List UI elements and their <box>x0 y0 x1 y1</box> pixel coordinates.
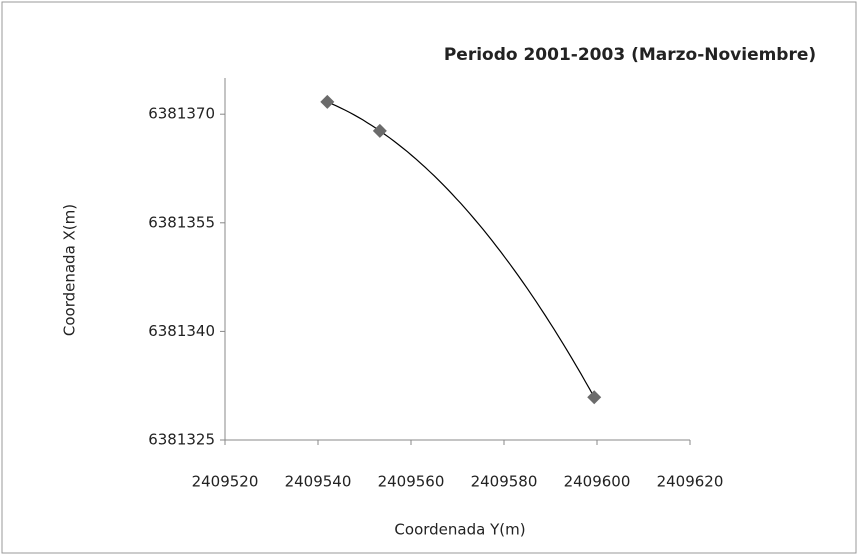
point <box>372 123 387 138</box>
y-tick-label: 6381325 <box>148 431 215 449</box>
x-axis-label: Coordenada Y(m) <box>394 521 525 539</box>
y-tick-label: 6381355 <box>148 213 215 231</box>
x-tick-label: 2409580 <box>471 473 538 491</box>
chart-title: Periodo 2001-2003 (Marzo-Noviembre) <box>444 45 816 65</box>
point <box>587 390 602 405</box>
y-tick-label: 6381370 <box>148 105 215 123</box>
y-tick-label: 6381340 <box>148 322 215 340</box>
x-tick-label: 2409540 <box>285 473 352 491</box>
x-tick-label: 2409600 <box>564 473 631 491</box>
x-tick-label: 2409620 <box>657 473 724 491</box>
x-tick-label: 2409560 <box>378 473 445 491</box>
point <box>320 94 335 109</box>
x-tick-label: 2409520 <box>192 473 259 491</box>
trend-line <box>327 101 595 398</box>
y-axis-label: Coordenada X(m) <box>61 204 79 336</box>
